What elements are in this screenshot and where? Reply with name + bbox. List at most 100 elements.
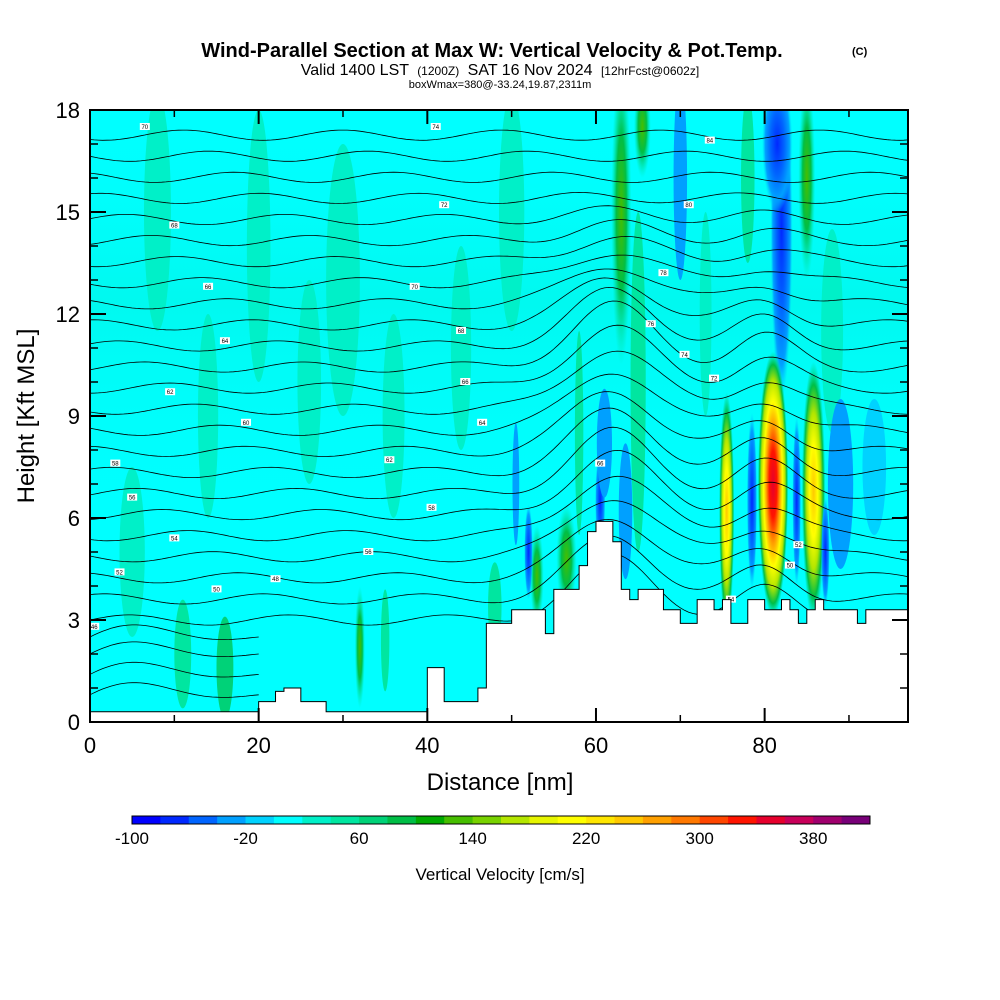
velocity-cell <box>530 524 544 627</box>
colorbar-swatch <box>699 816 729 824</box>
isentrope-line <box>90 449 908 521</box>
colorbar-swatch <box>642 816 672 824</box>
velocity-cell <box>821 229 844 433</box>
colorbar-swatch <box>444 816 474 824</box>
isentrope-line <box>90 535 908 605</box>
isentrope-line <box>90 682 259 698</box>
isentrope-line <box>90 254 908 289</box>
isentrope-label-box <box>430 123 441 130</box>
isentrope-label: 60 <box>241 418 252 427</box>
velocity-cell <box>143 110 171 331</box>
isentrope-label: 80 <box>683 201 694 209</box>
colorbar-tick-label: -20 <box>233 829 258 848</box>
velocity-cell <box>382 314 405 518</box>
isentrope-line <box>90 235 908 268</box>
isentrope-labels: 70 68 66 64 62 60 58 56 54 52 50 48 46 74 72 70 68 66 64 62… <box>90 123 804 631</box>
isentrope-label-text: 50 <box>213 587 220 593</box>
colorbar-swatch <box>557 816 587 824</box>
colorbar-swatch <box>472 816 502 824</box>
isentrope-label-text: 52 <box>116 570 123 576</box>
isentrope-label-box <box>460 378 471 385</box>
isentrope-label-box <box>679 350 690 358</box>
velocity-cell <box>216 616 234 719</box>
colorbar-tick-label: 60 <box>350 829 369 848</box>
y-tick-label: 12 <box>56 302 80 327</box>
isentrope-line <box>90 129 908 141</box>
velocity-cell <box>556 504 577 614</box>
isentrope-label: 62 <box>384 456 395 464</box>
isentrope-label-box <box>114 568 125 576</box>
colorbar: -100 -20 60 140 220 300 380 <box>115 815 871 848</box>
y-tick-label: 0 <box>68 710 80 735</box>
colorbar-swatch <box>756 816 786 824</box>
isentrope-line <box>90 150 908 162</box>
isentrope-label-box <box>270 575 281 583</box>
isentrope-label: 56 <box>127 493 138 502</box>
isentrope-label-text: 66 <box>462 380 469 386</box>
isentrope-label-text: 58 <box>112 462 119 468</box>
isentrope-label-box <box>165 388 176 396</box>
isentrope-label: 78 <box>658 269 669 277</box>
isentrope-label: 64 <box>477 418 488 427</box>
velocity-field: 70 68 66 64 62 60 58 56 54 52 50 48 46 74 72 70 68 66 64 62… <box>90 110 908 722</box>
isentrope-label-text: 66 <box>597 462 604 468</box>
isentrope-label: 50 <box>211 585 222 593</box>
isentrope-label-box <box>784 561 795 569</box>
y-tick-label: 15 <box>56 200 80 225</box>
x-tick-label: 80 <box>752 733 776 758</box>
isentrope-label-text: 64 <box>222 339 229 345</box>
copyright-mark: (C) <box>852 46 868 58</box>
velocity-cell <box>450 246 472 450</box>
isentrope-label-box <box>203 282 214 290</box>
isentrope-label: 72 <box>709 374 720 383</box>
velocity-cell <box>119 467 145 637</box>
colorbar-swatch <box>841 816 871 824</box>
velocity-cell <box>354 586 365 709</box>
valid-utc: (1200Z) <box>417 64 459 78</box>
valid-prefix: Valid 1400 LST <box>301 62 409 79</box>
isentrope-label-box <box>793 541 804 549</box>
velocity-cell <box>380 589 390 692</box>
y-axis-label: Height [Kft MSL] <box>13 329 40 504</box>
isentrope-label: 66 <box>203 282 214 291</box>
velocity-cell <box>633 110 651 178</box>
velocity-cell <box>174 599 192 709</box>
isentrope-label-box <box>645 320 656 328</box>
isentrope-label: 68 <box>169 221 180 230</box>
isentrope-label-text: 70 <box>411 285 418 291</box>
colorbar-swatch <box>359 816 388 824</box>
isentrope-line <box>90 624 259 640</box>
velocity-cell <box>699 212 712 416</box>
colorbar-swatch <box>614 816 644 824</box>
colorbar-frame <box>131 815 871 825</box>
isentrope-label: 64 <box>219 337 230 345</box>
x-tick-label: 0 <box>84 733 96 758</box>
isentrope-label-text: 72 <box>441 203 448 209</box>
isentrope-label-text: 72 <box>711 377 718 383</box>
isentrope-line <box>90 300 908 373</box>
isentrope-label-box <box>456 327 467 334</box>
isentrope-label: 54 <box>169 534 180 542</box>
isentrope-line <box>90 277 908 331</box>
isentrope-label-text: 62 <box>167 390 174 396</box>
x-axis: 0 20 40 60 80 <box>84 110 850 758</box>
isentrope-label-text: 74 <box>432 125 439 131</box>
isentrope-label-text: 84 <box>706 139 713 145</box>
velocity-cell <box>719 392 735 631</box>
isentrope-line <box>90 286 908 352</box>
isentrope-label-text: 60 <box>243 421 250 427</box>
isentrope-line <box>90 426 908 499</box>
isentrope-label-box <box>169 221 180 229</box>
chart-title: Wind-Parallel Section at Max W: Vertical… <box>201 40 782 62</box>
isentrope-line <box>90 324 908 394</box>
colorbar-swatch <box>387 816 417 824</box>
chart-header: Wind-Parallel Section at Max W: Vertical… <box>201 40 867 91</box>
isentrope-label: 48 <box>270 575 281 583</box>
isentrope-line <box>90 500 908 563</box>
isentrope-label: 74 <box>430 123 441 131</box>
x-tick-label: 60 <box>584 733 608 758</box>
isentrope-label: 62 <box>165 388 176 396</box>
isentrope-line <box>90 518 908 584</box>
isentrope-label-box <box>384 456 395 464</box>
